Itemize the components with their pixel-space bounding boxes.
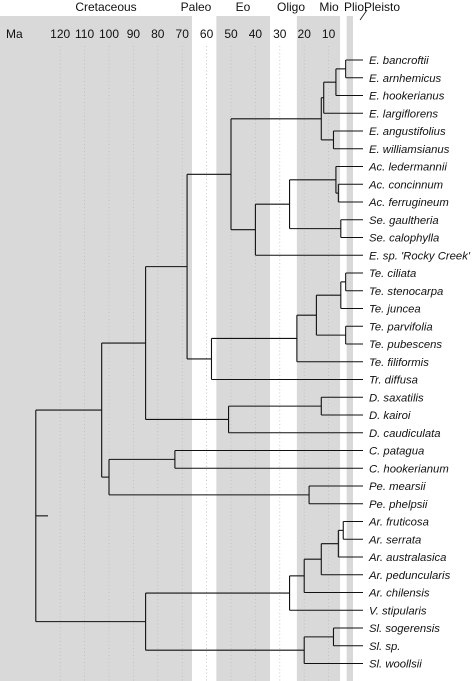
taxon-label: D. caudiculata [369, 428, 441, 440]
period-label-pleisto: Pleisto [364, 0, 400, 14]
taxon-label: Ac. concinnum [368, 179, 443, 191]
tick-label-80: 80 [151, 27, 165, 41]
taxon-label: Se. gaultheria [369, 215, 439, 227]
taxon-label: Te. filiformis [369, 357, 429, 369]
taxon-label: D. kairoi [369, 410, 411, 422]
taxon-label: D. saxatilis [369, 392, 424, 404]
taxon-label: C. hookerianum [369, 463, 449, 475]
taxon-label: Ar. australasica [368, 552, 446, 564]
taxon-label: Te. stenocarpa [369, 286, 443, 298]
ma-label: Ma [6, 27, 23, 41]
taxon-label: Te. pubescens [369, 339, 442, 351]
taxon-label: C. patagua [369, 446, 424, 458]
tick-label-100: 100 [99, 27, 119, 41]
taxon-labels: E. bancroftii E. arnhemicus E. hookerianus… [368, 55, 471, 671]
period-bands [0, 16, 353, 681]
taxon-label: Pe. mearsii [369, 481, 426, 493]
taxon-label: E. sp. 'Rocky Creek' [369, 250, 471, 262]
tick-label-20: 20 [298, 27, 312, 41]
tick-label-90: 90 [127, 27, 141, 41]
tick-gridlines [59, 46, 330, 681]
taxon-label: Ar. serrata [368, 534, 421, 546]
taxon-label: E. hookerianus [369, 91, 445, 103]
period-label-eo: Eo [236, 0, 251, 14]
taxon-label: E. angustifolius [369, 126, 446, 138]
period-label-paleo: Paleo [181, 0, 212, 14]
tick-label-110: 110 [75, 27, 94, 41]
taxon-label: Ac. ledermannii [368, 162, 447, 174]
period-band-eo [216, 16, 271, 681]
period-band-cretaceous [0, 16, 192, 681]
tick-label-10: 10 [322, 27, 336, 41]
tick-label-120: 120 [50, 27, 70, 41]
period-label-plio: Plio [344, 0, 364, 14]
taxon-label: Te. ciliata [369, 268, 416, 280]
time-axis-header: Ma Cretaceous Paleo Eo Oligo Mio Plio Pleisto 1… [6, 0, 400, 41]
tick-label-40: 40 [249, 27, 263, 41]
period-label-mio: Mio [319, 0, 339, 14]
taxon-label: E. williamsianus [369, 144, 450, 156]
taxon-label: Se. calophylla [369, 233, 439, 245]
tick-label-70: 70 [176, 27, 190, 41]
tick-label-50: 50 [224, 27, 238, 41]
taxon-label: Pe. phelpsii [369, 499, 428, 511]
tick-label-60: 60 [200, 27, 214, 41]
taxon-label: Sl. woollsii [369, 659, 422, 671]
period-band-mio [296, 16, 341, 681]
taxon-label: Sl. sogerensis [369, 623, 440, 635]
taxon-label: Sl. sp. [369, 641, 400, 653]
taxon-label: E. bancroftii [369, 55, 429, 67]
taxon-label: V. stipularis [369, 605, 427, 617]
taxon-label: Tr. diffusa [369, 375, 418, 387]
pleisto-connector [359, 9, 368, 21]
taxon-label: Ar. chilensis [368, 588, 430, 600]
period-label-cretaceous: Cretaceous [75, 0, 136, 14]
taxon-label: Ar. fruticosa [368, 517, 429, 529]
taxon-label: E. largiflorens [369, 108, 438, 120]
tick-label-30: 30 [273, 27, 287, 41]
taxon-label: Te. parvifolia [369, 321, 433, 333]
period-label-oligo: Oligo [277, 0, 305, 14]
taxon-label: Ac. ferrugineum [368, 197, 449, 209]
taxon-label: Te. juncea [369, 304, 421, 316]
taxon-label: Ar. peduncularis [368, 570, 451, 582]
tree-branches [35, 59, 363, 665]
period-band-pleisto [346, 16, 353, 681]
taxon-label: E. arnhemicus [369, 73, 442, 85]
